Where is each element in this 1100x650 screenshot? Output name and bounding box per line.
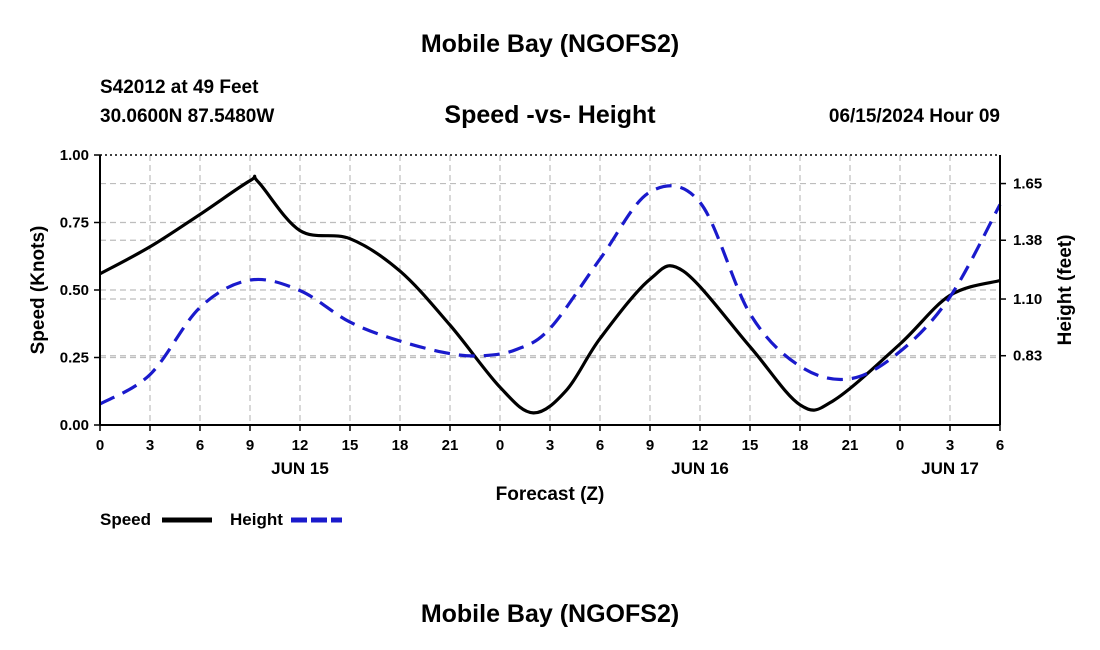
speed-series-line [99,174,1001,415]
x-tick-label: 12 [292,437,309,454]
x-tick-label: 9 [246,437,254,454]
x-tick-label: 18 [792,437,809,454]
y-tick-label: 0.50 [60,282,89,299]
forecast-datetime: 06/15/2024 Hour 09 [828,106,1000,127]
station-label: S42012 at 49 Feet [100,77,259,98]
day-label: JUN 17 [921,459,979,478]
x-tick-label: 21 [842,437,859,454]
y2-tick-label: 1.38 [1013,232,1042,249]
day-label: JUN 15 [271,459,329,478]
page-title: Mobile Bay (NGOFS2) [420,30,680,58]
x-tick-label: 18 [392,437,409,454]
chart-subtitle: Speed -vs- Height [444,101,656,129]
x-tick-label: 6 [596,437,604,454]
x-tick-label: 15 [342,437,359,454]
day-label: JUN 16 [671,459,729,478]
y-tick-label: 0.00 [60,417,89,434]
y2-tick-label: 1.10 [1013,291,1042,308]
x-tick-label: 3 [946,437,954,454]
x-tick-label: 3 [146,437,154,454]
y2-tick-label: 1.65 [1013,176,1042,193]
legend-speed-label: Speed [100,510,151,529]
y2-axis-title: Height (feet) [1055,235,1076,346]
y-axis-title: Speed (Knots) [28,226,49,355]
y-tick-label: 0.75 [60,215,89,232]
x-tick-label: 21 [442,437,459,454]
height-series-line [99,184,1002,406]
y2-tick-label: 0.83 [1013,348,1042,365]
x-tick-label: 6 [996,437,1004,454]
x-tick-label: 12 [692,437,709,454]
y-tick-label: 0.25 [60,350,89,367]
x-tick-label: 3 [546,437,554,454]
x-tick-label: 0 [896,437,904,454]
speed-height-chart: 0 3 6 9 12 15 18 21 0 3 6 9 12 15 18 21 0 3 6 JUN 15 JUN 16 J… [28,147,1076,529]
legend-height-label: Height [230,510,283,529]
x-tick-label: 15 [742,437,759,454]
x-tick-label: 0 [496,437,504,454]
station-coordinates: 30.0600N 87.5480W [100,106,275,127]
x-tick-label: 6 [196,437,204,454]
x-tick-label: 9 [646,437,654,454]
x-axis-title: Forecast (Z) [496,484,605,505]
footer-title: Mobile Bay (NGOFS2) [420,600,680,628]
y-tick-label: 1.00 [60,147,89,164]
x-tick-label: 0 [96,437,104,454]
